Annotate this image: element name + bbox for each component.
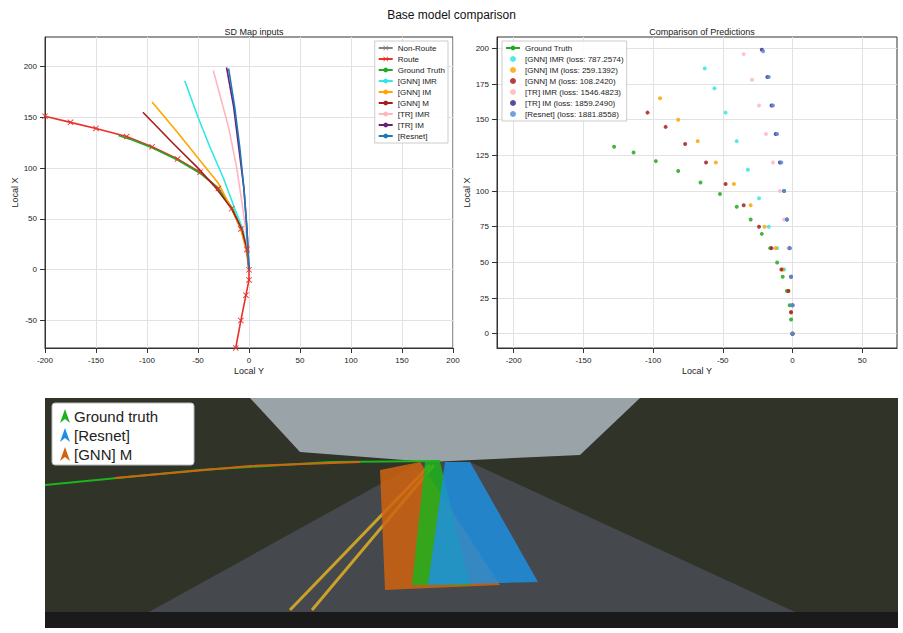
svg-text:25: 25 <box>480 294 489 303</box>
svg-text:[GNN] IMR (loss: 787.2574): [GNN] IMR (loss: 787.2574) <box>525 55 624 64</box>
svg-text:SD Map inputs: SD Map inputs <box>224 27 284 37</box>
svg-text:Comparison of Predictions: Comparison of Predictions <box>649 27 755 37</box>
svg-text:150: 150 <box>395 356 409 365</box>
svg-text:100: 100 <box>476 187 490 196</box>
svg-text:[TR] IMR (loss: 1546.4823): [TR] IMR (loss: 1546.4823) <box>525 88 621 97</box>
svg-text:200: 200 <box>446 356 460 365</box>
svg-text:Local X: Local X <box>10 177 20 207</box>
svg-text:-50: -50 <box>192 356 204 365</box>
svg-text:Ground Truth: Ground Truth <box>398 66 445 75</box>
svg-text:Local X: Local X <box>462 177 472 207</box>
svg-text:50: 50 <box>28 214 37 223</box>
svg-text:Base model comparison: Base model comparison <box>387 8 516 22</box>
svg-text:Ground Truth: Ground Truth <box>525 44 572 53</box>
svg-text:-50: -50 <box>25 316 37 325</box>
svg-text:175: 175 <box>476 80 490 89</box>
svg-text:-100: -100 <box>139 356 156 365</box>
svg-text:0: 0 <box>33 265 38 274</box>
svg-text:[TR] IMR: [TR] IMR <box>398 110 430 119</box>
svg-text:-150: -150 <box>88 356 105 365</box>
svg-text:[Resnet]: [Resnet] <box>398 132 428 141</box>
svg-text:[GNN] M: [GNN] M <box>74 446 132 463</box>
svg-text:75: 75 <box>480 222 489 231</box>
svg-text:[GNN] M (loss: 108.2420): [GNN] M (loss: 108.2420) <box>525 77 616 86</box>
svg-text:[GNN] IM (loss: 259.1392): [GNN] IM (loss: 259.1392) <box>525 66 618 75</box>
svg-text:Local Y: Local Y <box>234 366 264 376</box>
svg-text:100: 100 <box>24 164 38 173</box>
svg-text:[TR] IM (loss: 1859.2490): [TR] IM (loss: 1859.2490) <box>525 99 616 108</box>
svg-text:-150: -150 <box>575 356 592 365</box>
svg-text:Route: Route <box>398 55 420 64</box>
svg-text:[Resnet] (loss: 1881.8558): [Resnet] (loss: 1881.8558) <box>525 110 619 119</box>
svg-text:[GNN] M: [GNN] M <box>398 99 429 108</box>
svg-text:0: 0 <box>247 356 252 365</box>
svg-text:-50: -50 <box>717 356 729 365</box>
svg-text:50: 50 <box>480 258 489 267</box>
svg-text:100: 100 <box>344 356 358 365</box>
svg-text:50: 50 <box>858 356 867 365</box>
svg-text:0: 0 <box>790 356 795 365</box>
svg-text:125: 125 <box>476 151 490 160</box>
svg-text:Local Y: Local Y <box>682 366 712 376</box>
svg-text:-200: -200 <box>506 356 523 365</box>
svg-text:Ground truth: Ground truth <box>74 408 158 425</box>
svg-text:150: 150 <box>476 115 490 124</box>
svg-text:[Resnet]: [Resnet] <box>74 427 130 444</box>
svg-text:50: 50 <box>296 356 305 365</box>
svg-text:200: 200 <box>24 62 38 71</box>
svg-text:[TR] IM: [TR] IM <box>398 121 425 130</box>
svg-text:[GNN] IM: [GNN] IM <box>398 88 432 97</box>
svg-text:-200: -200 <box>37 356 54 365</box>
svg-text:150: 150 <box>24 113 38 122</box>
svg-text:Non-Route: Non-Route <box>398 44 437 53</box>
svg-text:0: 0 <box>485 329 490 338</box>
svg-text:-100: -100 <box>645 356 662 365</box>
svg-text:[GNN] IMR: [GNN] IMR <box>398 77 437 86</box>
svg-text:200: 200 <box>476 44 490 53</box>
